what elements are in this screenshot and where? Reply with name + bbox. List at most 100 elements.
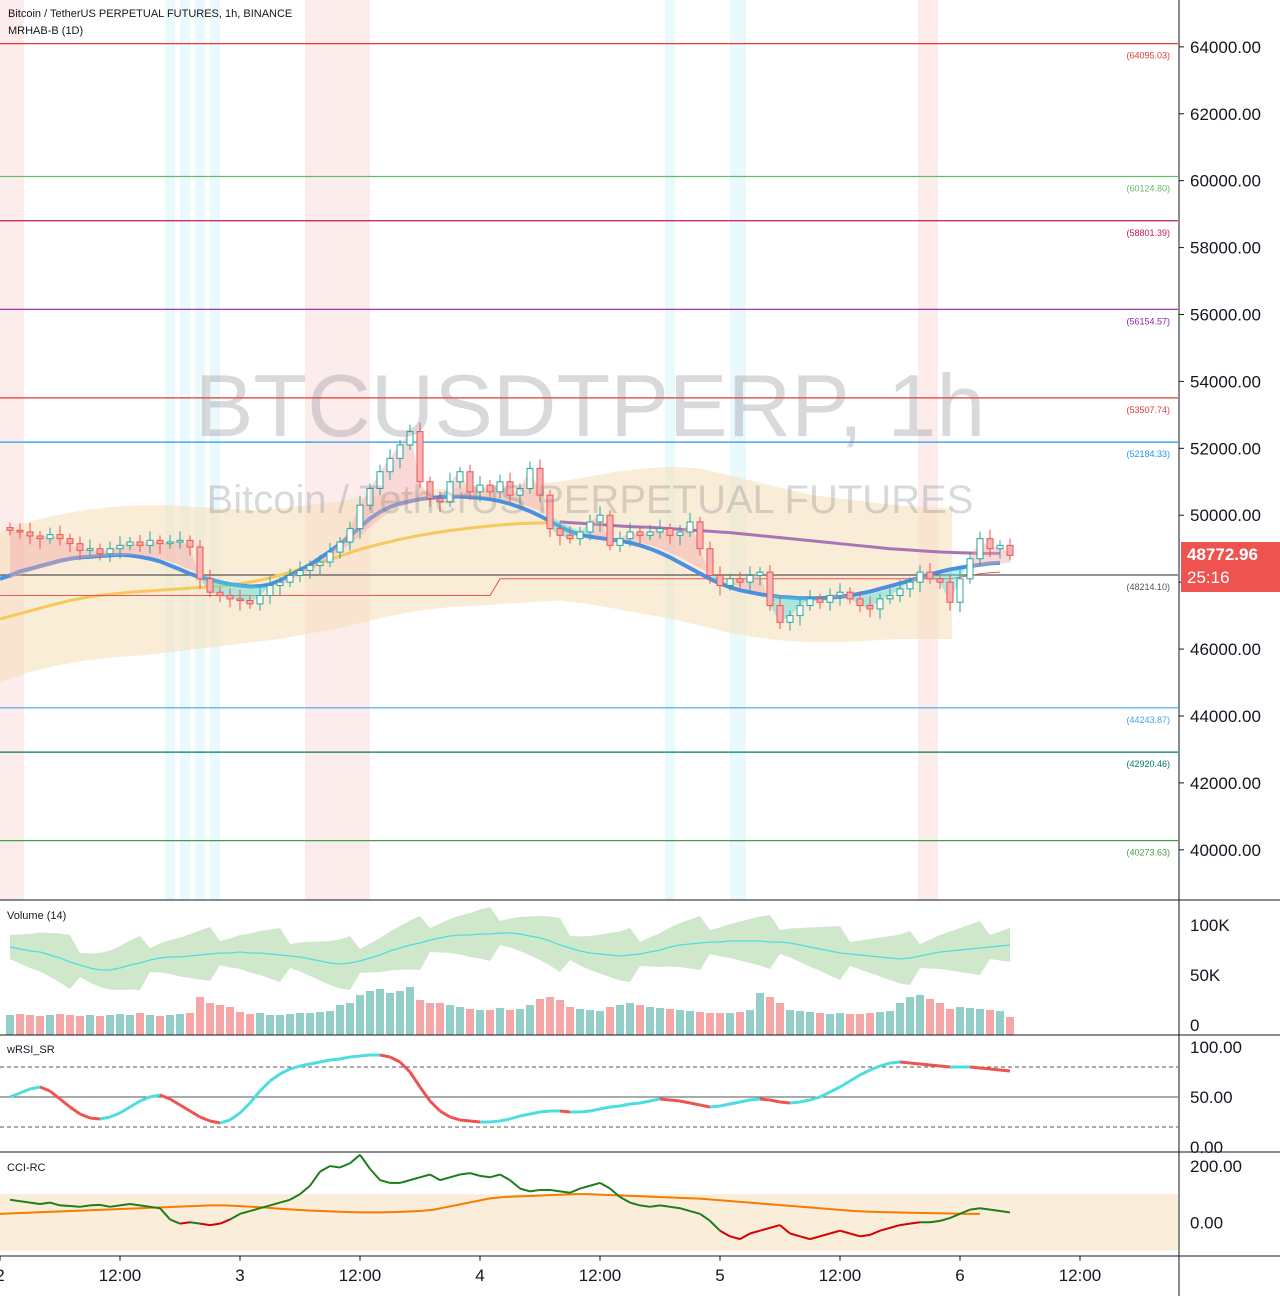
volume-bar[interactable] bbox=[486, 1010, 494, 1035]
indicator-legend[interactable]: MRHAB-B (1D) bbox=[8, 25, 84, 37]
candle-body[interactable] bbox=[846, 591, 854, 600]
volume-bar[interactable] bbox=[396, 991, 404, 1035]
candle-body[interactable] bbox=[736, 578, 744, 583]
candle-body[interactable] bbox=[186, 539, 194, 548]
candle-body[interactable] bbox=[876, 598, 884, 610]
volume-bar[interactable] bbox=[286, 1014, 294, 1035]
candle-body[interactable] bbox=[346, 528, 354, 543]
candle-body[interactable] bbox=[226, 595, 234, 600]
candle-body[interactable] bbox=[456, 471, 464, 483]
volume-bar[interactable] bbox=[46, 1015, 54, 1035]
volume-bar[interactable] bbox=[256, 1013, 264, 1035]
candle-body[interactable] bbox=[886, 595, 894, 600]
candle-body[interactable] bbox=[696, 521, 704, 550]
volume-bar[interactable] bbox=[446, 1005, 454, 1035]
candle-body[interactable] bbox=[656, 528, 664, 533]
candle-body[interactable] bbox=[586, 521, 594, 533]
candle-body[interactable] bbox=[486, 484, 494, 493]
candle-body[interactable] bbox=[836, 591, 844, 597]
volume-bar[interactable] bbox=[506, 1010, 514, 1035]
volume-pane-title[interactable]: Volume (14) bbox=[7, 910, 67, 922]
volume-bar[interactable] bbox=[516, 1009, 524, 1035]
candle-body[interactable] bbox=[626, 531, 634, 540]
volume-bar[interactable] bbox=[416, 1000, 424, 1035]
volume-bar[interactable] bbox=[156, 1016, 164, 1035]
candle-body[interactable] bbox=[356, 504, 364, 530]
volume-bar[interactable] bbox=[586, 1010, 594, 1035]
candle-body[interactable] bbox=[826, 595, 834, 603]
candle-body[interactable] bbox=[266, 585, 274, 597]
volume-bar[interactable] bbox=[656, 1008, 664, 1035]
candle-body[interactable] bbox=[56, 534, 64, 540]
volume-bar[interactable] bbox=[496, 1008, 504, 1035]
volume-bar[interactable] bbox=[26, 1015, 34, 1035]
candle-body[interactable] bbox=[516, 487, 524, 496]
candle-body[interactable] bbox=[156, 539, 164, 545]
cci-pane-title[interactable]: CCI-RC bbox=[7, 1162, 46, 1174]
volume-bar[interactable] bbox=[596, 1011, 604, 1035]
volume-bar[interactable] bbox=[926, 999, 934, 1035]
volume-bar[interactable] bbox=[226, 1007, 234, 1035]
volume-bar[interactable] bbox=[816, 1013, 824, 1035]
volume-bar[interactable] bbox=[986, 1010, 994, 1035]
candle-body[interactable] bbox=[296, 569, 304, 576]
volume-bar[interactable] bbox=[266, 1015, 274, 1035]
volume-pane[interactable] bbox=[6, 907, 1014, 1035]
volume-bar[interactable] bbox=[386, 993, 394, 1035]
volume-bar[interactable] bbox=[166, 1015, 174, 1035]
volume-bar[interactable] bbox=[696, 1012, 704, 1035]
candle-body[interactable] bbox=[576, 531, 584, 540]
candle-body[interactable] bbox=[136, 541, 144, 546]
volume-bar[interactable] bbox=[806, 1012, 814, 1035]
candle-body[interactable] bbox=[36, 535, 44, 540]
candle-body[interactable] bbox=[546, 494, 554, 530]
candle-body[interactable] bbox=[376, 471, 384, 489]
volume-bar[interactable] bbox=[466, 1009, 474, 1035]
chart-title[interactable]: Bitcoin / TetherUS PERPETUAL FUTURES, 1h… bbox=[8, 8, 293, 20]
volume-bar[interactable] bbox=[976, 1009, 984, 1035]
volume-bar[interactable] bbox=[116, 1014, 124, 1035]
candle-body[interactable] bbox=[426, 481, 434, 500]
volume-bar[interactable] bbox=[676, 1010, 684, 1035]
candle-body[interactable] bbox=[766, 571, 774, 607]
volume-bar[interactable] bbox=[736, 1012, 744, 1035]
candle-body[interactable] bbox=[906, 581, 914, 590]
volume-bar[interactable] bbox=[146, 1015, 154, 1035]
candle-body[interactable] bbox=[616, 538, 624, 546]
volume-bar[interactable] bbox=[176, 1014, 184, 1035]
volume-bar[interactable] bbox=[636, 1005, 644, 1035]
volume-bar[interactable] bbox=[906, 997, 914, 1035]
volume-bar[interactable] bbox=[646, 1007, 654, 1035]
volume-bar[interactable] bbox=[1006, 1017, 1014, 1035]
volume-bar[interactable] bbox=[406, 987, 414, 1035]
candle-body[interactable] bbox=[366, 487, 374, 506]
candle-body[interactable] bbox=[436, 498, 444, 503]
candle-body[interactable] bbox=[816, 598, 824, 603]
volume-bar[interactable] bbox=[756, 993, 764, 1035]
volume-bar[interactable] bbox=[946, 1009, 954, 1035]
volume-bar[interactable] bbox=[796, 1011, 804, 1035]
candle-body[interactable] bbox=[646, 531, 654, 536]
candle-body[interactable] bbox=[806, 598, 814, 607]
volume-bar[interactable] bbox=[916, 995, 924, 1035]
volume-bar[interactable] bbox=[556, 1000, 564, 1035]
wrsi-pane[interactable] bbox=[0, 1053, 1178, 1128]
volume-bar[interactable] bbox=[856, 1014, 864, 1035]
volume-bar[interactable] bbox=[186, 1013, 194, 1035]
volume-bar[interactable] bbox=[956, 1007, 964, 1035]
candle-body[interactable] bbox=[676, 531, 684, 536]
volume-bar[interactable] bbox=[456, 1007, 464, 1035]
candle-body[interactable] bbox=[476, 484, 484, 493]
candle-body[interactable] bbox=[536, 467, 544, 496]
volume-bar[interactable] bbox=[536, 999, 544, 1035]
volume-bar[interactable] bbox=[626, 1003, 634, 1035]
volume-bar[interactable] bbox=[716, 1013, 724, 1035]
volume-bar[interactable] bbox=[346, 1003, 354, 1035]
volume-bar[interactable] bbox=[726, 1013, 734, 1035]
volume-bar[interactable] bbox=[136, 1013, 144, 1035]
volume-bar[interactable] bbox=[846, 1014, 854, 1035]
candle-body[interactable] bbox=[256, 595, 264, 605]
candle-body[interactable] bbox=[216, 591, 224, 597]
volume-bar[interactable] bbox=[376, 989, 384, 1035]
